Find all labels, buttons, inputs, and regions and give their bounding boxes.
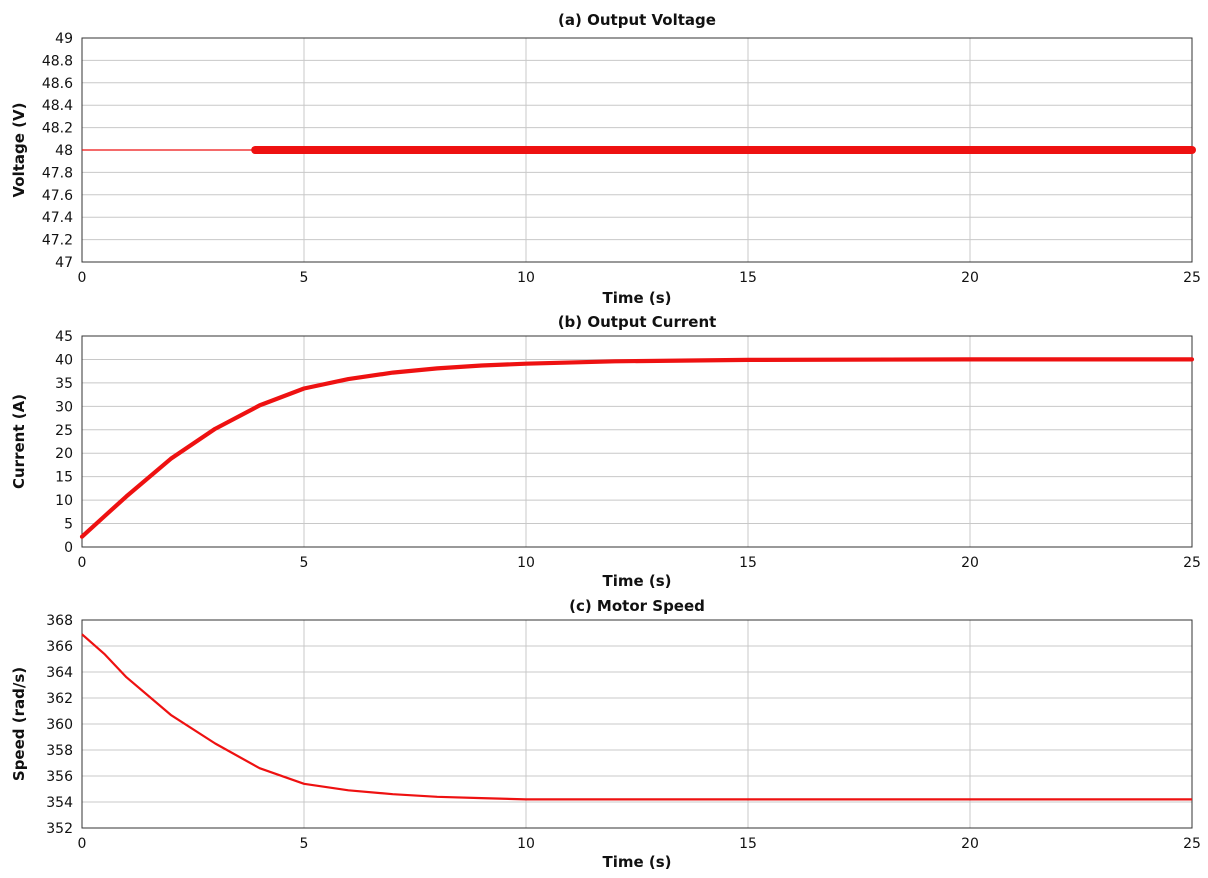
x-axis-label: Time (s) xyxy=(602,289,671,307)
y-tick-label: 48 xyxy=(55,143,73,159)
y-tick-label: 47.8 xyxy=(42,165,73,181)
series-line xyxy=(79,357,1195,539)
x-tick-label: 0 xyxy=(78,836,87,852)
y-tick-label: 10 xyxy=(55,493,73,509)
x-tick-label: 5 xyxy=(300,836,309,852)
x-tick-label: 10 xyxy=(517,555,535,571)
x-tick-label: 25 xyxy=(1183,270,1201,286)
y-tick-label: 35 xyxy=(55,376,73,392)
x-tick-label: 25 xyxy=(1183,836,1201,852)
y-tick-label: 0 xyxy=(64,540,73,556)
x-tick-label: 15 xyxy=(739,270,757,286)
x-tick-label: 5 xyxy=(300,555,309,571)
y-axis-label: Current (A) xyxy=(10,394,28,489)
y-tick-label: 48.6 xyxy=(42,76,73,92)
x-tick-label: 25 xyxy=(1183,555,1201,571)
y-tick-label: 47 xyxy=(55,255,73,271)
y-tick-label: 368 xyxy=(46,613,73,629)
x-tick-label: 0 xyxy=(78,555,87,571)
y-tick-label: 362 xyxy=(46,691,73,707)
plot-frame xyxy=(81,619,1193,829)
y-tick-label: 47.4 xyxy=(42,210,73,226)
y-tick-label: 360 xyxy=(46,717,73,733)
y-axis-label: Speed (rad/s) xyxy=(10,667,28,781)
x-axis-label: Time (s) xyxy=(602,572,671,590)
y-tick-label: 25 xyxy=(55,423,73,439)
y-tick-label: 40 xyxy=(55,352,73,368)
chart-title: (c) Motor Speed xyxy=(569,597,705,615)
y-tick-label: 47.2 xyxy=(42,233,73,249)
x-tick-label: 20 xyxy=(961,836,979,852)
y-tick-label: 364 xyxy=(46,665,73,681)
x-tick-label: 20 xyxy=(961,555,979,571)
y-tick-label: 354 xyxy=(46,795,73,811)
x-tick-label: 15 xyxy=(739,555,757,571)
y-tick-label: 48.2 xyxy=(42,121,73,137)
y-tick-label: 15 xyxy=(55,470,73,486)
y-tick-label: 356 xyxy=(46,769,73,785)
x-tick-label: 15 xyxy=(739,836,757,852)
x-tick-label: 0 xyxy=(78,270,87,286)
y-tick-label: 358 xyxy=(46,743,73,759)
y-tick-label: 45 xyxy=(55,329,73,345)
chart-panel-1: 47 47.2 47.4 47.6 47.8 48 48.2 48.4 48.6 48.8 49 0 5… xyxy=(10,11,1201,307)
y-tick-label: 48.8 xyxy=(42,53,73,69)
plot-frame xyxy=(81,335,1193,548)
y-tick-label: 366 xyxy=(46,639,73,655)
chart-panel-3: 352 354 356 358 360 362 364 366 368 0 5 10 15 20 25 (c)… xyxy=(10,597,1201,871)
chart-title: (a) Output Voltage xyxy=(558,11,716,29)
y-tick-label: 352 xyxy=(46,821,73,837)
x-tick-label: 20 xyxy=(961,270,979,286)
y-tick-label: 49 xyxy=(55,31,73,47)
x-tick-label: 10 xyxy=(517,836,535,852)
y-tick-label: 48.4 xyxy=(42,98,73,114)
x-tick-label: 10 xyxy=(517,270,535,286)
y-tick-label: 5 xyxy=(64,517,73,533)
series-line xyxy=(81,633,1192,801)
chart-panel-2: 0 5 10 15 20 25 30 35 40 45 0 5 10 15 20 25 (b) Output C… xyxy=(10,313,1201,590)
y-axis-label: Voltage (V) xyxy=(10,103,28,198)
x-axis-label: Time (s) xyxy=(602,853,671,871)
y-tick-label: 30 xyxy=(55,399,73,415)
y-tick-label: 47.6 xyxy=(42,188,73,204)
y-tick-label: 20 xyxy=(55,446,73,462)
chart-title: (b) Output Current xyxy=(558,313,717,331)
x-tick-label: 5 xyxy=(300,270,309,286)
